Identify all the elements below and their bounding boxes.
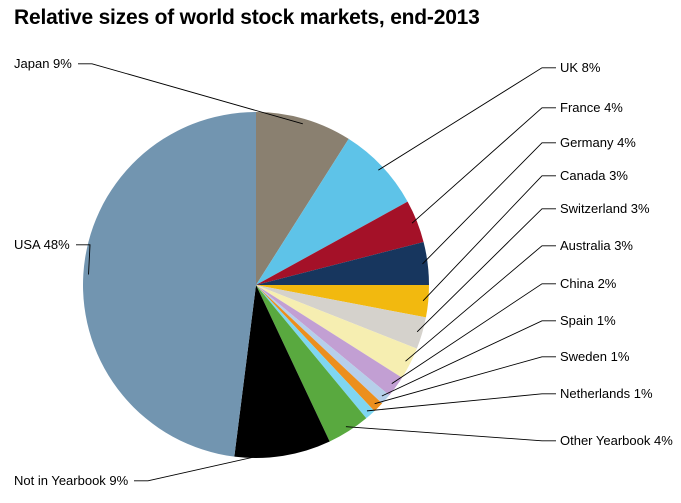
slice-label-australia: Australia 3% <box>560 238 633 253</box>
slice-label-spain: Spain 1% <box>560 313 616 328</box>
slice-label-usa: USA 48% <box>14 237 70 252</box>
slice-label-china: China 2% <box>560 276 616 291</box>
pie-slice-usa <box>83 112 256 457</box>
chart-container: Relative sizes of world stock markets, e… <box>0 0 681 503</box>
slice-label-sweden: Sweden 1% <box>560 349 629 364</box>
slice-label-germany: Germany 4% <box>560 135 636 150</box>
slice-label-other-yearbook: Other Yearbook 4% <box>560 433 673 448</box>
slice-label-switzerland: Switzerland 3% <box>560 201 650 216</box>
slice-label-netherlands: Netherlands 1% <box>560 386 653 401</box>
slice-label-japan: Japan 9% <box>14 56 72 71</box>
slice-label-france: France 4% <box>560 100 623 115</box>
slice-label-canada: Canada 3% <box>560 168 628 183</box>
slice-label-not-in-yearbook: Not in Yearbook 9% <box>14 473 128 488</box>
slice-label-uk: UK 8% <box>560 60 600 75</box>
